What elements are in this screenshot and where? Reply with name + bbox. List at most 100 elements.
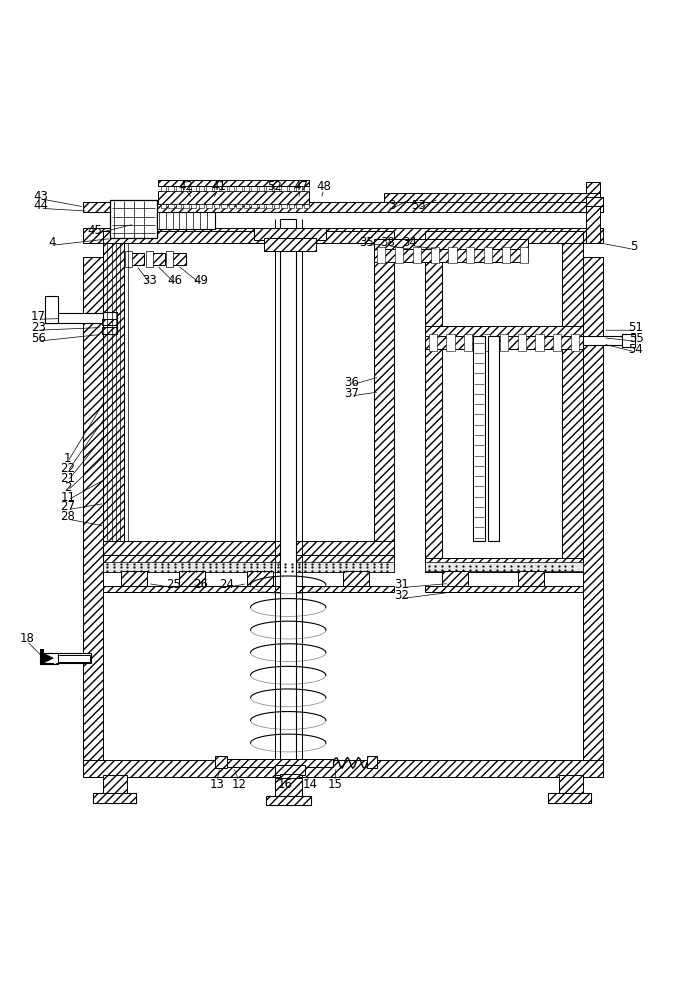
- Bar: [244, 186, 249, 191]
- Polygon shape: [40, 651, 54, 665]
- Text: 41: 41: [211, 180, 226, 193]
- Bar: [374, 243, 394, 555]
- Bar: [553, 334, 561, 351]
- Bar: [488, 336, 499, 541]
- Bar: [425, 558, 582, 572]
- Bar: [126, 251, 132, 267]
- Bar: [343, 571, 369, 589]
- Bar: [280, 219, 296, 777]
- Bar: [183, 204, 189, 208]
- Bar: [40, 653, 58, 664]
- Bar: [83, 760, 603, 777]
- Text: 14: 14: [303, 778, 318, 791]
- Text: 49: 49: [193, 274, 208, 287]
- Text: 48: 48: [316, 180, 331, 193]
- Bar: [215, 756, 227, 768]
- Bar: [254, 228, 326, 240]
- Bar: [425, 231, 582, 243]
- Bar: [374, 239, 528, 250]
- Bar: [548, 793, 591, 803]
- Bar: [158, 180, 309, 186]
- Text: 5: 5: [630, 240, 638, 253]
- Bar: [161, 204, 167, 208]
- Bar: [198, 204, 204, 208]
- Bar: [384, 193, 600, 202]
- Bar: [586, 197, 603, 206]
- Bar: [221, 204, 226, 208]
- Bar: [431, 247, 439, 263]
- Bar: [183, 186, 189, 191]
- Text: 21: 21: [60, 472, 75, 485]
- Text: 28: 28: [60, 510, 75, 523]
- Text: 3: 3: [388, 199, 396, 212]
- Bar: [83, 202, 603, 212]
- Bar: [244, 204, 249, 208]
- Bar: [425, 243, 442, 572]
- Bar: [247, 571, 273, 589]
- Bar: [259, 204, 264, 208]
- Bar: [304, 204, 309, 208]
- Bar: [425, 336, 582, 349]
- Text: 1: 1: [64, 452, 71, 465]
- Bar: [104, 562, 394, 572]
- Text: 17: 17: [31, 310, 46, 323]
- Bar: [161, 186, 167, 191]
- Bar: [251, 204, 257, 208]
- Text: 16: 16: [278, 778, 293, 791]
- Bar: [535, 334, 543, 351]
- Text: 37: 37: [344, 387, 359, 400]
- Bar: [374, 249, 528, 262]
- Bar: [93, 793, 136, 803]
- Bar: [227, 759, 333, 767]
- Bar: [413, 247, 421, 263]
- Bar: [266, 204, 272, 208]
- Bar: [104, 586, 394, 592]
- Bar: [191, 186, 196, 191]
- Bar: [482, 334, 490, 351]
- Bar: [104, 231, 394, 243]
- Bar: [586, 182, 600, 243]
- Bar: [83, 257, 104, 777]
- Bar: [93, 793, 136, 803]
- Bar: [213, 204, 219, 208]
- Bar: [148, 253, 165, 265]
- Bar: [274, 204, 279, 208]
- Bar: [236, 204, 241, 208]
- Bar: [45, 313, 106, 323]
- Bar: [517, 334, 525, 351]
- Bar: [502, 247, 510, 263]
- Text: 35: 35: [359, 236, 375, 249]
- Bar: [274, 186, 279, 191]
- Bar: [102, 327, 117, 334]
- Bar: [466, 247, 475, 263]
- Bar: [176, 186, 181, 191]
- Text: 27: 27: [60, 500, 75, 513]
- Bar: [274, 778, 302, 800]
- Bar: [169, 186, 174, 191]
- Text: 43: 43: [33, 190, 48, 203]
- Text: 25: 25: [166, 578, 180, 591]
- Bar: [236, 186, 241, 191]
- Bar: [281, 204, 287, 208]
- Bar: [228, 186, 234, 191]
- Bar: [45, 296, 58, 323]
- Text: 36: 36: [344, 376, 359, 389]
- Text: 46: 46: [168, 274, 182, 287]
- Text: 52: 52: [267, 180, 282, 193]
- Text: 18: 18: [19, 632, 34, 645]
- Bar: [582, 336, 624, 345]
- Bar: [228, 204, 234, 208]
- Bar: [102, 319, 117, 325]
- Bar: [167, 251, 174, 267]
- Bar: [266, 186, 272, 191]
- Bar: [206, 186, 211, 191]
- Bar: [558, 775, 582, 796]
- Bar: [425, 326, 582, 337]
- Bar: [304, 186, 309, 191]
- Bar: [176, 204, 181, 208]
- Text: 2: 2: [64, 481, 71, 494]
- Bar: [429, 334, 437, 351]
- Bar: [442, 571, 469, 589]
- Bar: [367, 756, 377, 768]
- Bar: [42, 653, 91, 663]
